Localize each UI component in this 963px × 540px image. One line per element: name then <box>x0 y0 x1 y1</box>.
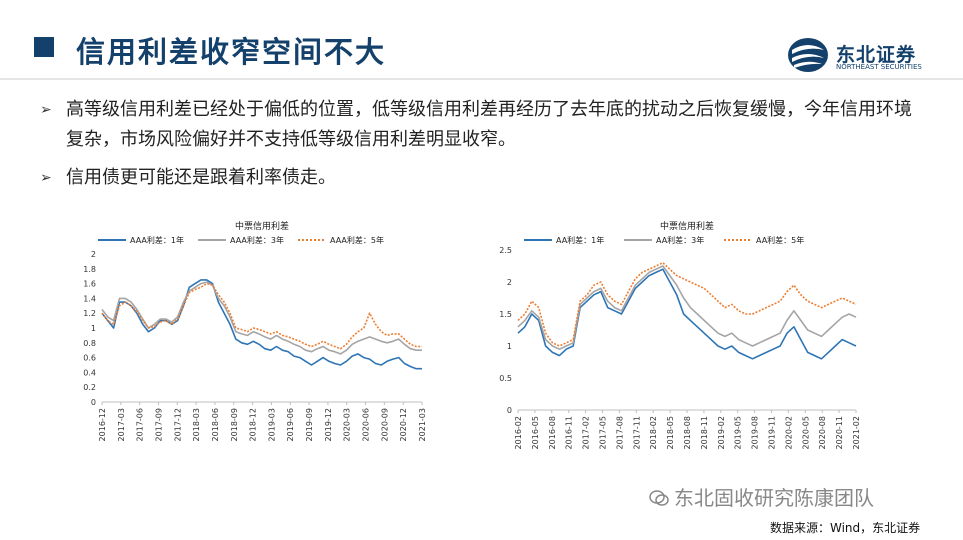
logo-name: 东北证券 <box>836 44 917 66</box>
x-tick-label: 2018-02 <box>649 416 658 449</box>
bullet-list: ➢ 高等级信用利差已经处于偏低的位置，低等级信用利差再经历了去年底的扰动之后恢复… <box>40 95 920 201</box>
y-tick-label: 1.8 <box>83 265 96 274</box>
x-tick-label: 2019-12 <box>324 408 333 441</box>
x-tick-label: 2016-05 <box>531 416 540 449</box>
watermark: 东北固收研究陈康团队 <box>648 482 874 511</box>
y-tick-label: 0.5 <box>499 374 512 383</box>
x-tick-label: 2017-08 <box>615 416 624 449</box>
legend-label: AA利差：3年 <box>656 235 704 245</box>
logo-subtitle: NORTHEAST SECURITIES <box>836 63 922 71</box>
bullet-text: 高等级信用利差已经处于偏低的位置，低等级信用利差再经历了去年底的扰动之后恢复缓慢… <box>66 99 912 150</box>
legend-label: AA利差：1年 <box>556 235 604 245</box>
bullet-arrow-icon: ➢ <box>40 102 52 118</box>
y-tick-label: 1.2 <box>83 309 96 318</box>
bullet-text: 信用债更可能还是跟着利率债走。 <box>66 167 336 188</box>
x-tick-label: 2018-06 <box>211 408 220 441</box>
y-tick-label: 2 <box>91 250 96 259</box>
x-tick-label: 2019-03 <box>267 408 276 441</box>
y-tick-label: 1 <box>507 342 512 351</box>
bullet-arrow-icon: ➢ <box>40 170 52 186</box>
x-tick-label: 2020-12 <box>399 408 408 441</box>
x-tick-label: 2018-11 <box>700 416 709 449</box>
chart-left: 中票信用利差 AAA利差：1年 AAA利差：3年 AAA利差：5年 0 0.2 0.4 0.6… <box>83 220 427 441</box>
x-tick-label: 2020-11 <box>835 416 844 449</box>
x-tick-label: 2018-05 <box>666 416 675 449</box>
x-tick-label: 2016-08 <box>548 416 557 449</box>
x-tick-label: 2018-03 <box>192 408 201 441</box>
x-tick-label: 2019-06 <box>286 408 295 441</box>
y-tick-label: 0.2 <box>83 383 96 392</box>
x-tick-label: 2017-11 <box>632 416 641 449</box>
header-divider <box>0 78 963 80</box>
series-line <box>101 282 422 350</box>
x-tick-label: 2020-06 <box>362 408 371 441</box>
x-tick-label: 2017-02 <box>582 416 591 449</box>
x-tick-label: 2020-02 <box>784 416 793 449</box>
x-tick-label: 2020-05 <box>801 416 810 449</box>
series-line <box>101 279 422 370</box>
x-tick-label: 2016-11 <box>565 416 574 449</box>
x-tick-label: 2017-03 <box>117 408 126 441</box>
y-tick-label: 2.5 <box>499 246 512 255</box>
watermark-text: 东北固收研究陈康团队 <box>674 486 874 510</box>
title-bullet-square <box>34 37 54 57</box>
x-tick-label: 2017-12 <box>173 408 182 441</box>
series-line <box>517 261 857 347</box>
bullet-item: ➢ 高等级信用利差已经处于偏低的位置，低等级信用利差再经历了去年底的扰动之后恢复… <box>40 95 920 155</box>
x-tick-label: 2020-09 <box>380 408 389 441</box>
company-logo: 东北证券 NORTHEAST SECURITIES <box>786 36 946 74</box>
legend-label: AAA利差：5年 <box>330 235 384 245</box>
y-tick-label: 1.6 <box>83 280 96 289</box>
y-tick-label: 1.4 <box>83 294 96 303</box>
y-tick-label: 1.5 <box>499 310 512 319</box>
chart-title: 中票信用利差 <box>660 220 714 232</box>
x-tick-label: 2019-05 <box>734 416 743 449</box>
chart-title: 中票信用利差 <box>235 220 289 232</box>
y-tick-label: 0.4 <box>83 368 96 377</box>
chart-right: 中票信用利差 AA利差：1年 AA利差：3年 AA利差：5年 0 0.5 1 1.5 2 2.5 2… <box>499 220 861 449</box>
x-tick-label: 2020-08 <box>818 416 827 449</box>
y-tick-label: 0.8 <box>83 339 96 348</box>
x-tick-label: 2019-08 <box>751 416 760 449</box>
x-tick-label: 2019-02 <box>717 416 726 449</box>
logo-emblem-icon <box>788 38 828 72</box>
x-tick-label: 2019-11 <box>768 416 777 449</box>
y-tick-label: 2 <box>507 278 512 287</box>
x-tick-label: 2018-12 <box>249 408 258 441</box>
x-tick-label: 2016-02 <box>514 416 523 449</box>
x-tick-label: 2021-03 <box>418 408 427 441</box>
legend-label: AAA利差：1年 <box>130 235 184 245</box>
x-tick-label: 2018-08 <box>683 416 692 449</box>
bullet-item: ➢ 信用债更可能还是跟着利率债走。 <box>40 163 920 193</box>
y-tick-label: 0 <box>91 398 96 407</box>
legend-label: AAA利差：3年 <box>230 235 284 245</box>
series-line <box>517 265 857 350</box>
x-tick-label: 2016-12 <box>98 408 107 441</box>
x-tick-label: 2018-09 <box>230 408 239 441</box>
series-line <box>101 281 422 355</box>
wechat-icon <box>649 490 669 506</box>
legend-label: AA利差：5年 <box>756 235 804 245</box>
x-tick-label: 2017-06 <box>136 408 145 441</box>
page-title: 信用利差收窄空间不大 <box>76 35 387 69</box>
x-tick-label: 2017-09 <box>154 408 163 441</box>
x-tick-label: 2017-05 <box>599 416 608 449</box>
y-tick-label: 0 <box>507 406 512 415</box>
y-tick-label: 0.6 <box>83 354 96 363</box>
x-tick-label: 2019-09 <box>305 408 314 441</box>
x-tick-label: 2021-02 <box>852 416 861 449</box>
y-tick-label: 1 <box>91 324 96 333</box>
x-tick-label: 2020-03 <box>343 408 352 441</box>
data-source: 数据来源：Wind，东北证券 <box>770 521 921 535</box>
